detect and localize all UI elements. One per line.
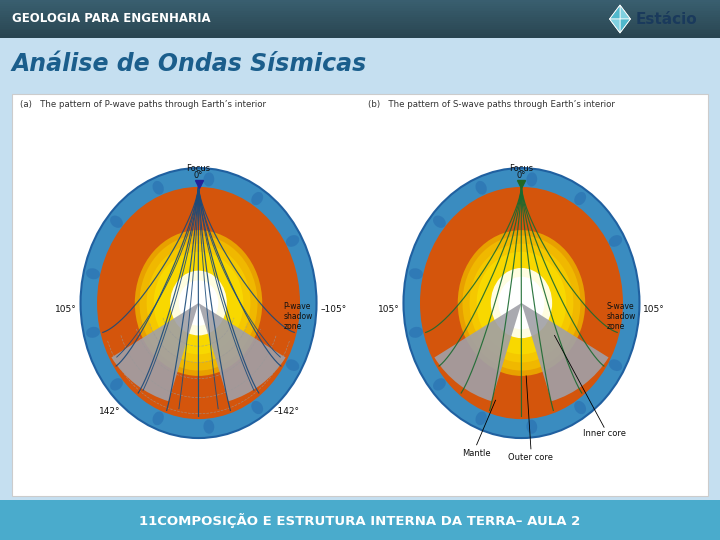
Ellipse shape <box>475 181 487 194</box>
Ellipse shape <box>110 378 123 390</box>
Ellipse shape <box>526 420 537 434</box>
Ellipse shape <box>491 268 552 338</box>
Text: Inner core: Inner core <box>582 429 626 438</box>
Text: P-wave
shadow
zone: P-wave shadow zone <box>284 302 313 332</box>
Text: Focus: Focus <box>510 164 534 173</box>
Bar <box>0 24 720 26</box>
Polygon shape <box>620 5 631 19</box>
Text: 0°: 0° <box>517 171 526 180</box>
Text: 105°: 105° <box>55 305 77 314</box>
Bar <box>0 36 720 38</box>
Ellipse shape <box>286 359 300 371</box>
Bar <box>0 15 720 17</box>
Wedge shape <box>434 303 521 401</box>
Ellipse shape <box>286 235 300 247</box>
Ellipse shape <box>526 172 537 186</box>
Bar <box>0 18 720 21</box>
Ellipse shape <box>86 268 100 279</box>
Polygon shape <box>620 19 631 33</box>
Ellipse shape <box>251 192 264 205</box>
Polygon shape <box>610 5 620 19</box>
Text: (a)   The pattern of P-wave paths through Earth’s interior: (a) The pattern of P-wave paths through … <box>20 100 266 109</box>
Bar <box>0 3 720 6</box>
Text: Outer core: Outer core <box>508 453 554 462</box>
Bar <box>0 21 720 23</box>
Text: 142°: 142° <box>99 407 121 416</box>
Ellipse shape <box>477 252 567 354</box>
Bar <box>0 0 720 2</box>
Text: Estácio: Estácio <box>636 11 697 26</box>
Bar <box>0 5 720 8</box>
Ellipse shape <box>409 268 423 279</box>
Bar <box>0 30 720 32</box>
Ellipse shape <box>204 172 215 186</box>
Text: S-wave
shadow
zone: S-wave shadow zone <box>606 302 636 332</box>
Bar <box>0 26 720 29</box>
Text: Mantle: Mantle <box>462 449 491 458</box>
Ellipse shape <box>110 215 123 228</box>
FancyBboxPatch shape <box>12 94 708 496</box>
Text: GEOLOGIA PARA ENGENHARIA: GEOLOGIA PARA ENGENHARIA <box>12 12 211 25</box>
Bar <box>0 11 720 14</box>
Ellipse shape <box>475 411 487 425</box>
Ellipse shape <box>458 230 585 376</box>
Text: –105°: –105° <box>320 305 346 314</box>
Ellipse shape <box>403 168 639 438</box>
Bar <box>0 38 720 90</box>
Ellipse shape <box>170 271 227 335</box>
Ellipse shape <box>153 411 164 425</box>
Text: –142°: –142° <box>274 407 300 416</box>
Text: (b)   The pattern of S-wave paths through Earth’s interior: (b) The pattern of S-wave paths through … <box>368 100 615 109</box>
Ellipse shape <box>140 235 258 370</box>
Wedge shape <box>112 303 199 401</box>
Ellipse shape <box>204 420 215 434</box>
Text: 0°: 0° <box>194 171 203 180</box>
Ellipse shape <box>135 230 262 376</box>
Bar <box>0 13 720 15</box>
Ellipse shape <box>433 378 446 390</box>
Bar <box>0 33 720 36</box>
Ellipse shape <box>409 327 423 338</box>
Ellipse shape <box>86 327 100 338</box>
Polygon shape <box>610 19 620 33</box>
Ellipse shape <box>420 187 623 419</box>
Ellipse shape <box>498 276 544 329</box>
Bar <box>0 22 720 25</box>
Ellipse shape <box>147 244 251 362</box>
Bar <box>0 32 720 34</box>
Bar <box>0 9 720 11</box>
Ellipse shape <box>153 181 164 194</box>
Text: Focus: Focus <box>186 164 210 173</box>
Bar <box>0 0 720 38</box>
Bar <box>0 2 720 4</box>
Ellipse shape <box>609 359 622 371</box>
Bar <box>0 17 720 19</box>
Text: 105°: 105° <box>643 305 665 314</box>
Ellipse shape <box>433 215 446 228</box>
Ellipse shape <box>462 235 580 370</box>
Ellipse shape <box>609 235 622 247</box>
Ellipse shape <box>575 401 586 414</box>
Bar <box>0 500 720 540</box>
Wedge shape <box>521 303 608 401</box>
Bar <box>0 7 720 10</box>
Wedge shape <box>199 303 286 401</box>
Ellipse shape <box>251 401 264 414</box>
Ellipse shape <box>153 252 243 354</box>
Ellipse shape <box>469 244 573 362</box>
Text: 105°: 105° <box>378 305 400 314</box>
Ellipse shape <box>575 192 586 205</box>
Ellipse shape <box>179 280 218 326</box>
Text: Análise de Ondas Sísmicas: Análise de Ondas Sísmicas <box>12 52 367 76</box>
Ellipse shape <box>97 187 300 419</box>
Text: 11COMPOSIÇÃO E ESTRUTURA INTERNA DA TERRA– AULA 2: 11COMPOSIÇÃO E ESTRUTURA INTERNA DA TERR… <box>140 512 580 528</box>
Bar <box>0 28 720 30</box>
Ellipse shape <box>81 168 317 438</box>
